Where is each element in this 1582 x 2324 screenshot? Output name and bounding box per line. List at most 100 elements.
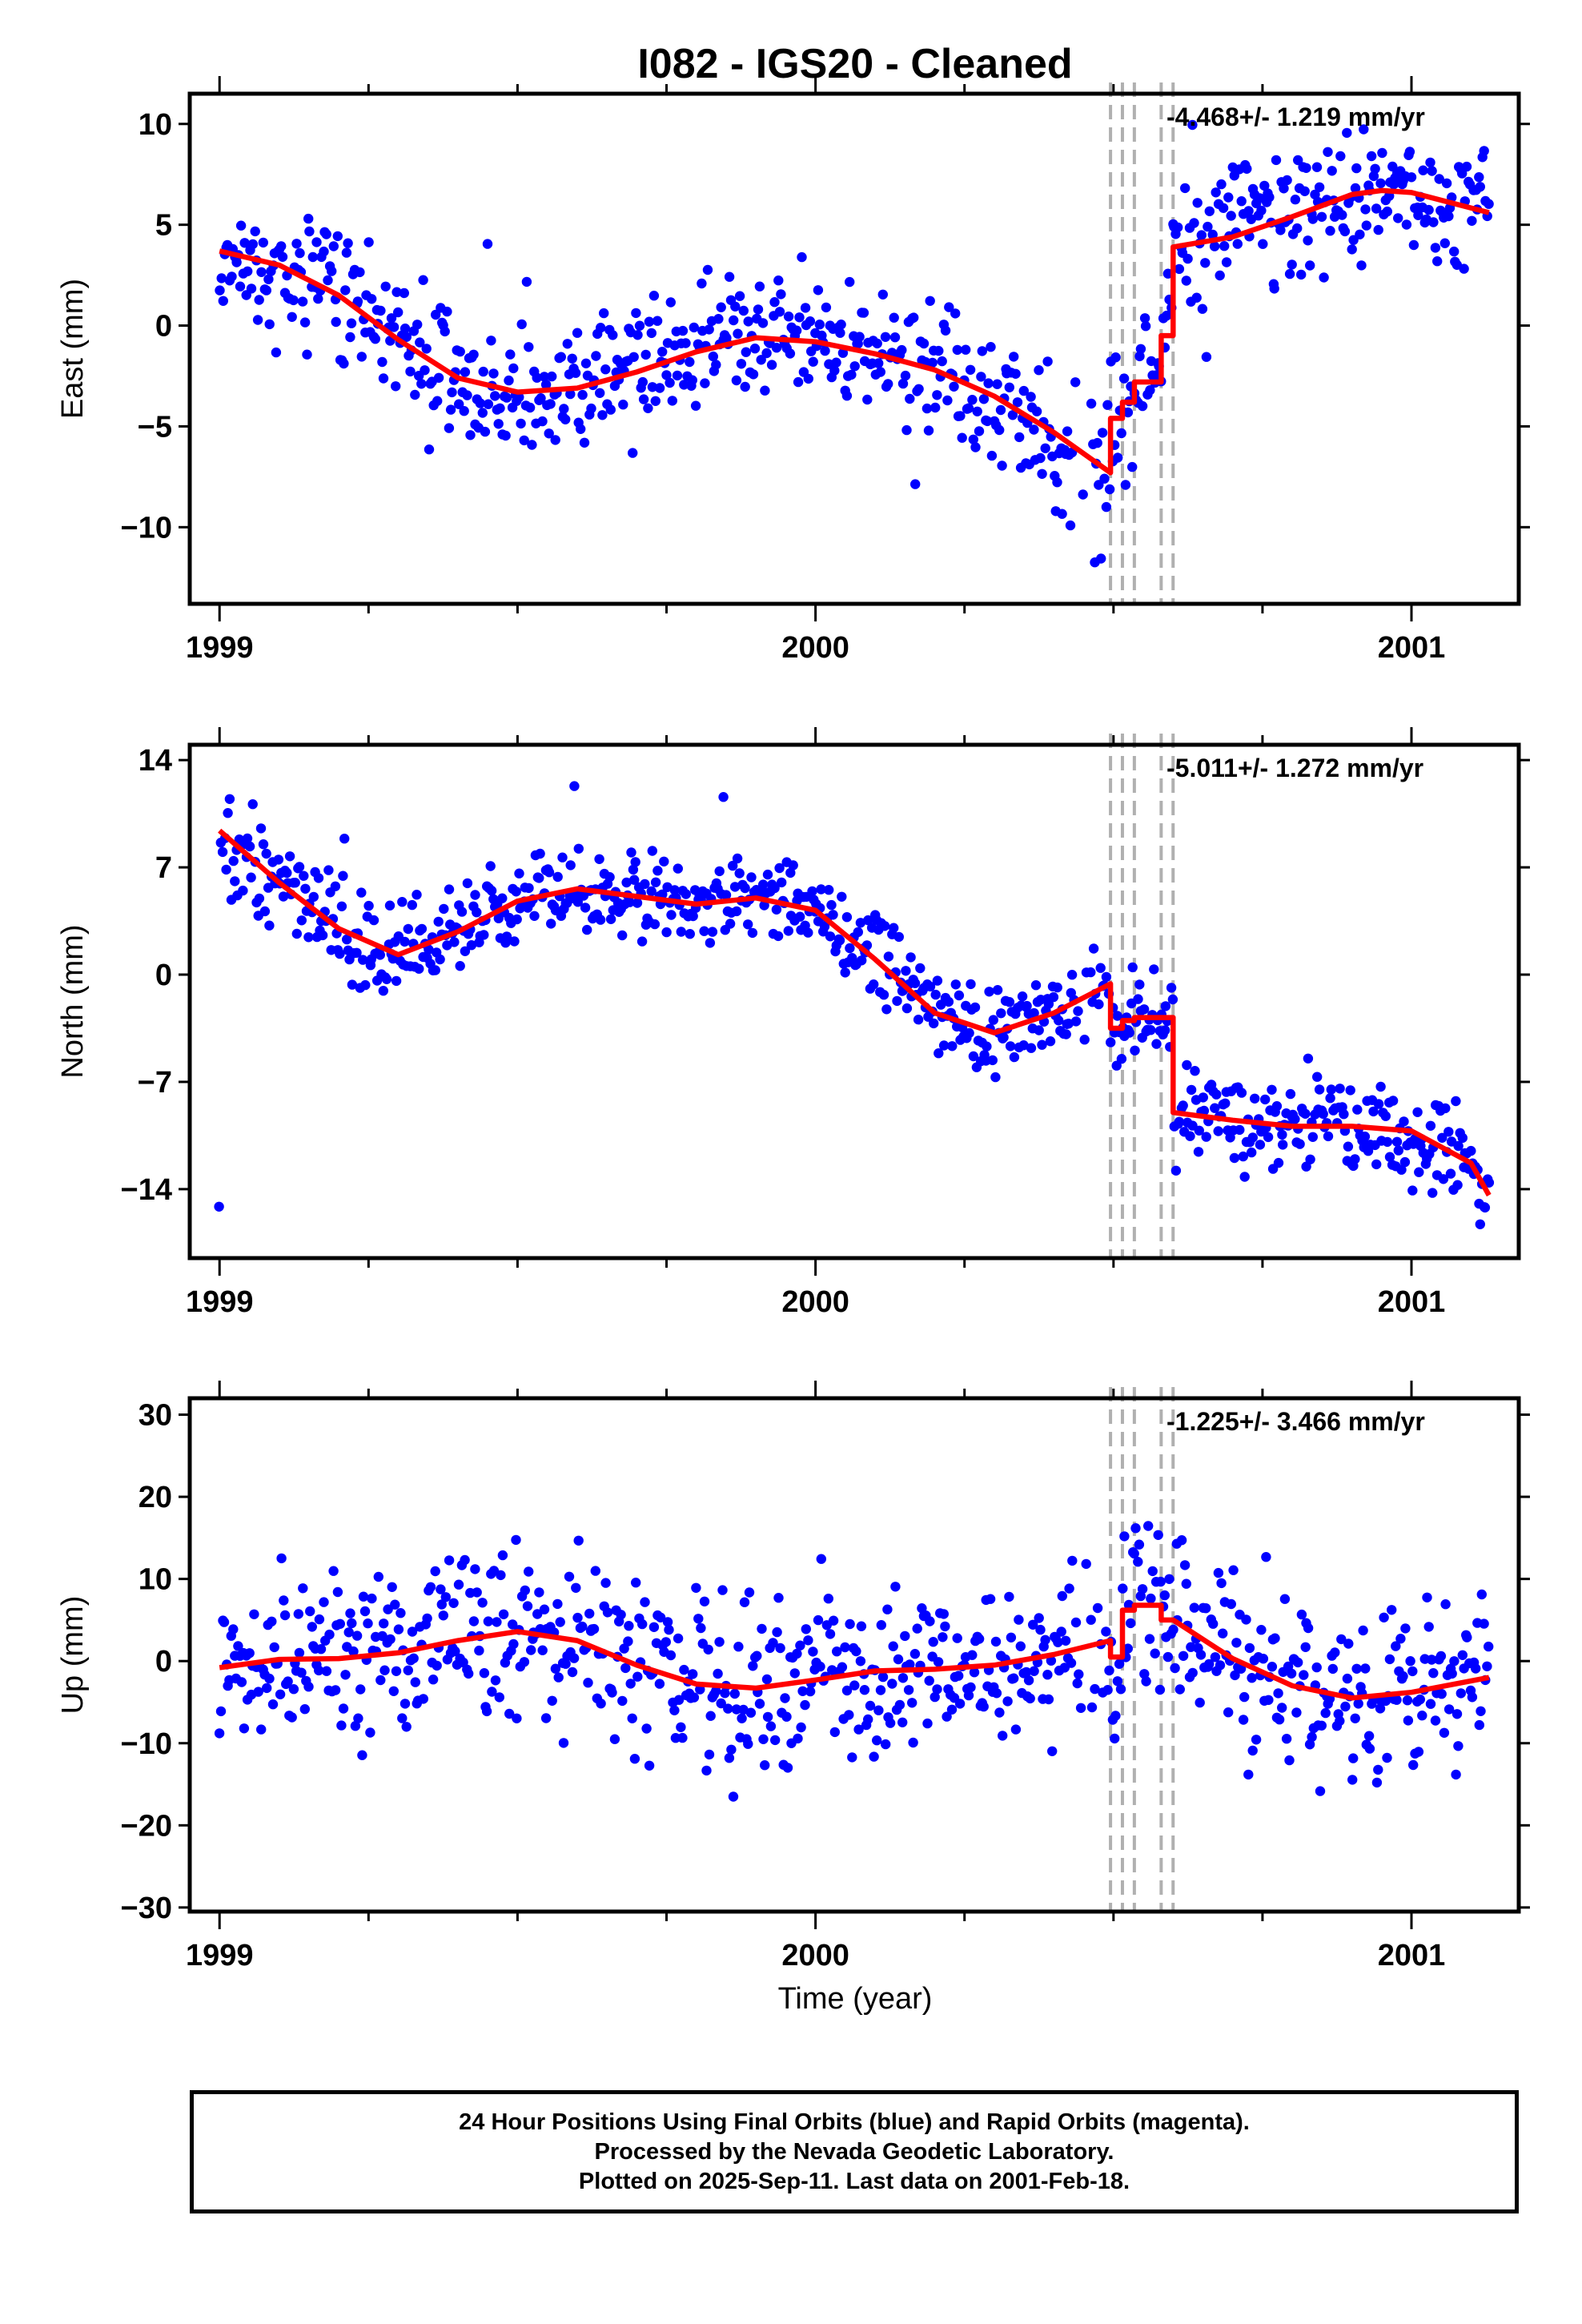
up-data-point [526,1645,536,1655]
north-data-point [1278,1140,1288,1150]
north-data-point [1030,980,1042,991]
east-data-point [1029,424,1039,435]
up-data-point [293,1609,303,1619]
up-data-point [832,1647,842,1657]
up-data-point [219,1617,230,1627]
east-data-point [304,226,315,237]
north-data-point [743,919,753,930]
east-data-point [421,344,432,354]
up-data-point [823,1594,834,1604]
east-data-point [391,381,401,392]
up-data-point [1204,1659,1215,1670]
north-data-point [1440,1103,1451,1114]
east-data-point [1102,400,1113,410]
east-data-point [235,220,247,231]
north-data-point [954,990,965,1001]
north-data-point [982,1041,992,1051]
up-data-point [1476,1589,1488,1600]
north-xtick-label: 1999 [186,1285,254,1319]
east-data-point [243,266,253,276]
east-data-point [343,238,353,248]
north-data-point [1124,1027,1134,1038]
up-data-point [239,1723,250,1734]
east-data-point [562,339,572,349]
up-data-point [1391,1695,1402,1705]
north-data-point [1484,1177,1495,1188]
north-data-point [435,954,445,965]
east-data-point [1371,203,1382,214]
up-data-point [1028,1619,1038,1630]
up-data-point [922,1718,933,1729]
up-data-point [954,1671,964,1681]
up-data-point [560,1659,571,1669]
east-data-point [921,403,933,414]
east-data-point [532,372,542,383]
east-data-point [1101,501,1112,513]
north-data-point [460,946,471,957]
north-data-point [290,878,300,888]
east-data-point [475,398,486,408]
north-data-point [1166,983,1177,993]
north-data-point [397,897,408,907]
north-data-point [1229,1152,1240,1164]
up-data-point [249,1609,259,1620]
east-data-point [883,379,893,389]
east-data-point [1264,192,1275,203]
north-data-point [375,950,385,960]
east-data-point [1404,147,1415,157]
up-data-point [1086,1702,1098,1713]
east-data-point [766,360,777,370]
east-data-point [994,424,1005,436]
up-data-point [1223,1707,1234,1718]
east-plot-frame [187,91,1521,606]
east-data-point [793,376,804,388]
up-data-point [1456,1688,1467,1699]
north-data-point [384,900,396,911]
north-data-point [825,931,836,942]
north-data-point [1086,967,1096,978]
east-data-point [756,355,766,365]
north-data-point [968,1051,979,1062]
east-data-point [814,320,825,330]
north-data-point [826,899,837,911]
east-data-point [1026,392,1036,402]
north-data-point [1022,1000,1032,1011]
east-data-point [478,366,488,377]
north-data-point [1182,1059,1192,1071]
north-data-point [330,881,341,892]
up-data-point [816,1554,826,1564]
north-data-point [769,883,780,894]
north-data-point [1106,1037,1116,1047]
east-data-point [1187,119,1198,131]
up-data-point [432,1660,442,1671]
east-data-point [545,399,556,409]
north-ytick-label: 14 [139,744,172,778]
up-data-point [744,1587,755,1598]
up-data-point [724,1753,735,1763]
up-data-point [367,1593,377,1604]
north-data-point [1160,1001,1171,1011]
up-ytick-label: 0 [155,1645,172,1679]
east-data-point [685,356,695,368]
east-data-point [808,356,818,367]
up-data-point [498,1609,509,1620]
north-data-point [1480,1202,1491,1213]
up-data-point [1015,1641,1026,1651]
up-data-point [1384,1654,1395,1665]
north-data-point [666,910,677,920]
up-data-point [511,1534,521,1546]
north-data-point [1303,1053,1314,1064]
north-data-point [296,915,307,926]
east-data-point [488,368,499,379]
east-data-point [1284,268,1295,279]
north-data-point [762,869,773,880]
east-data-point [901,424,912,436]
north-data-point [1438,1174,1449,1184]
north-data-point [356,887,367,898]
up-data-point [946,1704,958,1715]
north-data-point [1414,1167,1424,1177]
north-data-point [381,974,392,985]
up-data-point [267,1616,277,1627]
up-data-point [547,1695,557,1706]
